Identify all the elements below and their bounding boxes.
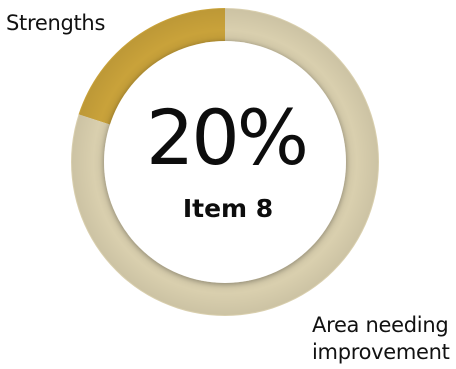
center-item-label: Item 8 — [182, 194, 274, 223]
slice-label-strengths: Strengths — [6, 11, 106, 35]
donut-hole — [104, 41, 346, 283]
center-percentage: 20% — [146, 93, 309, 182]
slice-label-area-needing-improvement: Area needing improvement — [312, 313, 450, 364]
